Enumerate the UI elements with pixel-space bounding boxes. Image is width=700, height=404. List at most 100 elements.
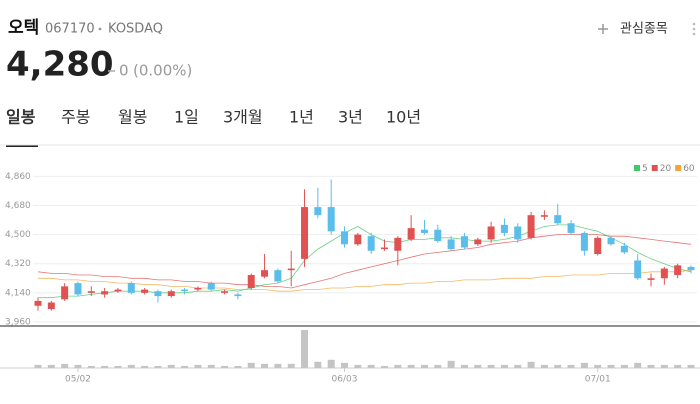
watch-button[interactable]: 관심종목 [598, 22, 668, 37]
volume-bar [61, 363, 69, 368]
candle-body [554, 215, 562, 224]
volume-bar [500, 364, 508, 368]
volume-bar [420, 364, 428, 368]
stock-name: 오텍 [8, 18, 39, 38]
candle-body [394, 237, 402, 251]
tab[interactable]: 10년 [386, 108, 421, 127]
candle-body [620, 245, 628, 253]
legend-label: 20 [660, 164, 672, 174]
volume-bar [141, 365, 149, 368]
candle-body [327, 207, 335, 232]
candle-body [434, 229, 442, 242]
candle-body [34, 300, 42, 306]
y-tick-label: 4,500 [5, 230, 31, 240]
volume-bar [194, 364, 202, 368]
price: 4,280 [6, 45, 114, 85]
x-tick-label: 06/03 [332, 375, 358, 385]
candle-body [647, 278, 655, 280]
volume-bar [687, 364, 695, 368]
volume-bar [460, 364, 468, 368]
candle-body [341, 231, 349, 245]
candle-body [674, 265, 682, 276]
candle-body [487, 226, 495, 240]
volume-bar [301, 330, 309, 368]
tab[interactable]: 1년 [289, 108, 314, 127]
tab[interactable]: 1일 [174, 108, 199, 127]
more-menu[interactable] [692, 22, 696, 36]
candle-body [314, 207, 322, 216]
volume-bar [567, 364, 575, 368]
volume-bar [74, 364, 82, 368]
y-tick-label: 4,680 [5, 201, 31, 211]
candle-body [247, 275, 255, 288]
candle-body [540, 215, 548, 217]
candle-body [261, 270, 269, 277]
x-tick-label: 05/02 [65, 375, 91, 385]
volume-bar [87, 365, 95, 368]
candle-body [47, 302, 55, 310]
candle-body [181, 289, 189, 292]
volume-bar [514, 364, 522, 368]
volume-bar [554, 364, 562, 368]
volume-bar [474, 364, 482, 368]
candle-body [567, 223, 575, 233]
candle-body [380, 247, 388, 250]
candle-body [221, 291, 229, 293]
volume-bar [34, 364, 42, 368]
volume-bar [247, 362, 255, 368]
candle-body [287, 268, 295, 271]
candle-body [61, 286, 69, 300]
candle-body [367, 236, 375, 251]
candle-body [141, 289, 149, 293]
volume-bar [394, 364, 402, 368]
volume-bar [181, 365, 189, 368]
volume-bar [367, 364, 375, 368]
menu-dot [692, 27, 696, 31]
legend-swatch [651, 165, 658, 171]
y-tick-label: 4,140 [5, 288, 31, 298]
volume-bar [540, 364, 548, 368]
candle-body [594, 237, 602, 254]
volume-bar [327, 359, 335, 368]
volume-bar [594, 364, 602, 368]
volume-bar [274, 363, 282, 368]
volume-bar [620, 364, 628, 368]
y-tick-label: 4,320 [5, 259, 31, 269]
candle-body [474, 239, 482, 245]
tab[interactable]: 일봉 [6, 108, 36, 127]
candle-body [167, 291, 175, 297]
candle-body [127, 283, 135, 293]
candle-body [274, 270, 282, 282]
x-tick-label: 07/01 [585, 375, 611, 385]
volume-bar [114, 365, 122, 368]
volume-bar [434, 364, 442, 368]
candle-body [407, 228, 415, 240]
separator-dot [98, 27, 102, 31]
tab-bar: 일봉 주봉 월봉 1일 3개월 1년 3년 10년 [6, 108, 421, 127]
volume-bar [221, 365, 229, 368]
volume-bar [634, 362, 642, 368]
tab[interactable]: 3개월 [223, 108, 263, 127]
legend-label: 5 [642, 164, 648, 174]
candle-body [101, 291, 109, 295]
candle-body [154, 291, 162, 297]
candle-body [194, 287, 202, 290]
tab[interactable]: 주봉 [61, 108, 90, 127]
volume-bar [101, 365, 109, 368]
volume-bar [447, 360, 455, 368]
volume-bar [261, 363, 269, 368]
menu-dot [692, 32, 696, 36]
candle-body [687, 266, 695, 271]
ma-line [38, 269, 692, 292]
volume-bar [341, 362, 349, 368]
tab[interactable]: 3년 [338, 108, 363, 127]
candle-body [420, 229, 428, 233]
volume-bar [660, 364, 668, 368]
candle-body [301, 207, 309, 259]
volume-bar [154, 365, 162, 368]
tab[interactable]: 월봉 [118, 108, 147, 127]
volume-bar [380, 365, 388, 368]
volume-bar [674, 364, 682, 368]
